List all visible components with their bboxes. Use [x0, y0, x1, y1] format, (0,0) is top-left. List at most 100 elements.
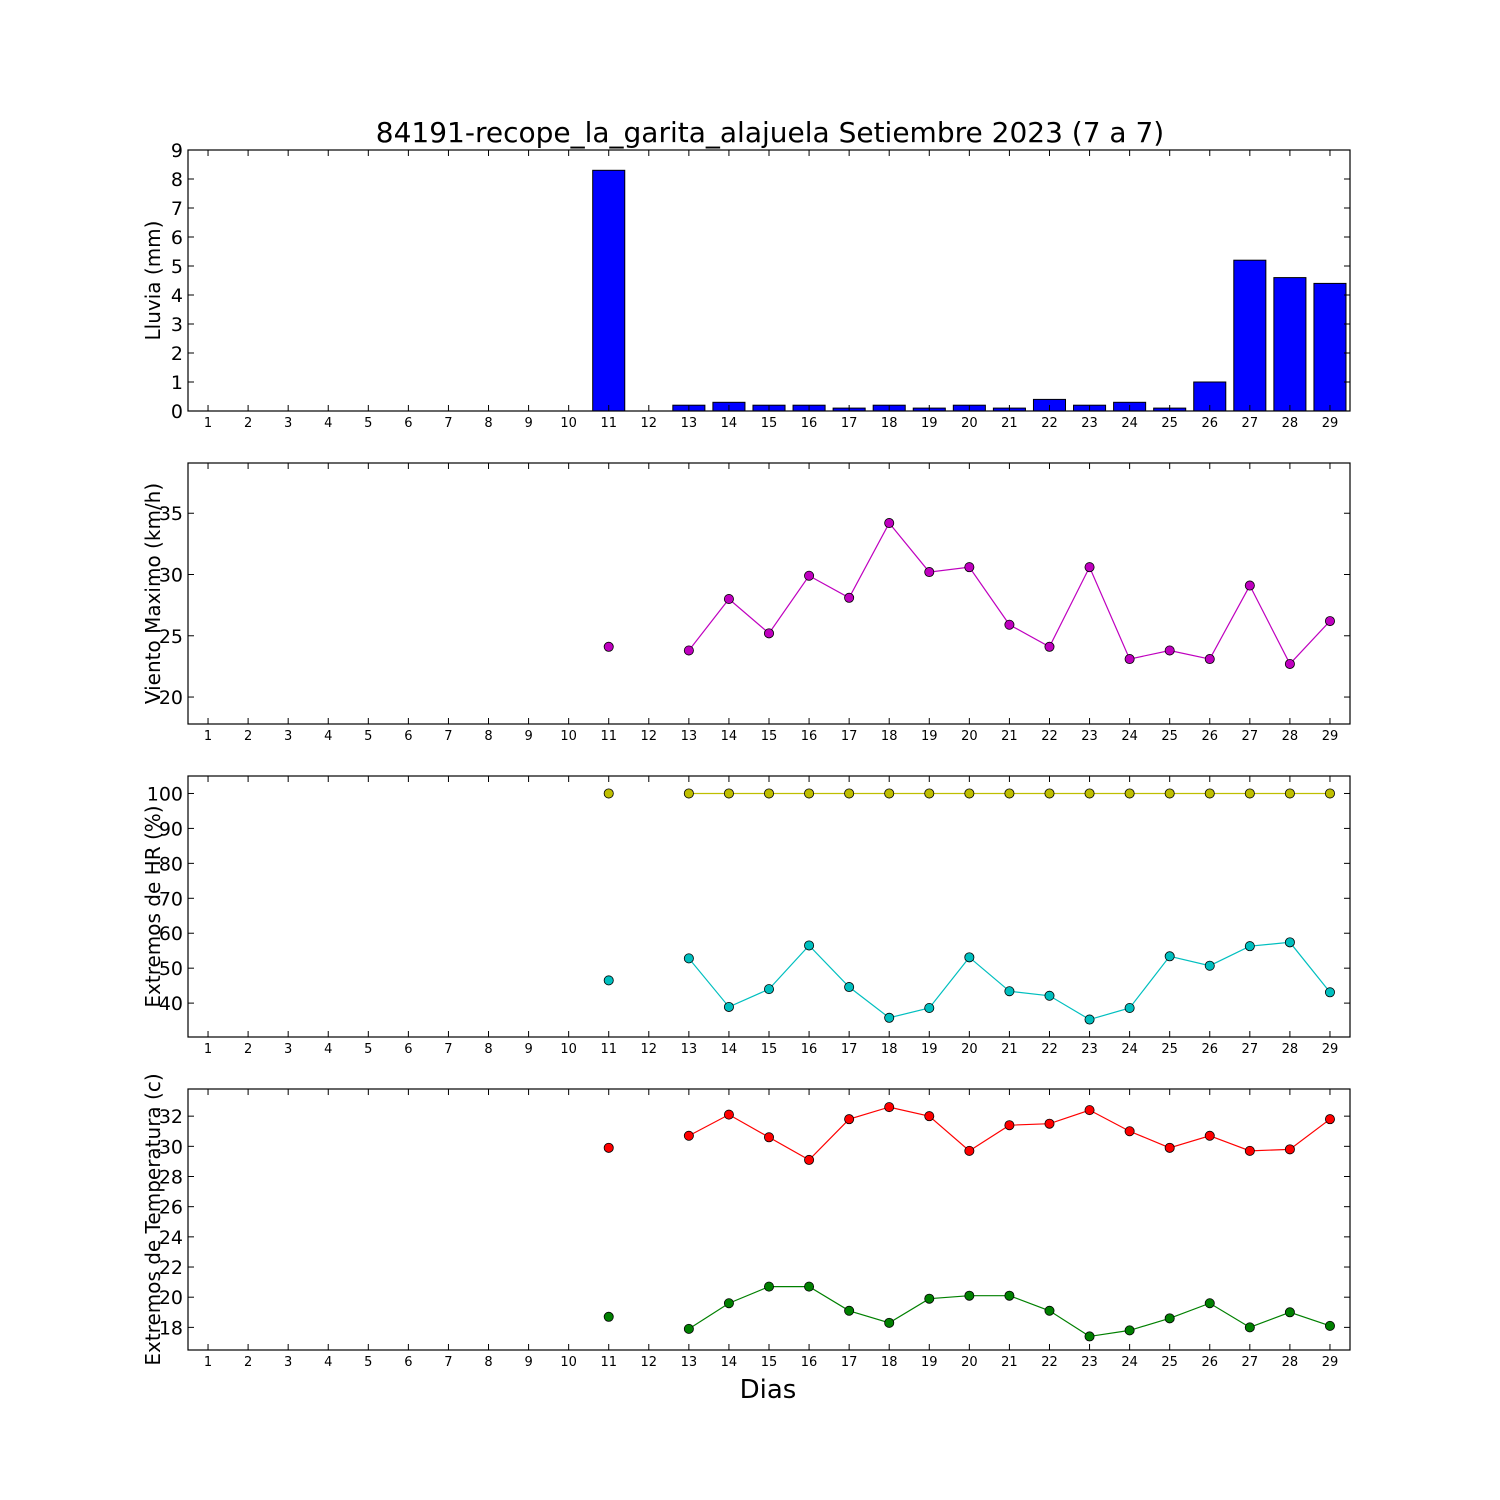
x-tick-label: 24: [1121, 1355, 1138, 1370]
x-tick-label: 5: [364, 729, 372, 744]
x-tick-label: 2: [244, 416, 252, 431]
x-tick-label: 21: [1001, 416, 1018, 431]
x-tick-label: 15: [761, 416, 778, 431]
temperature-panel-series-1-point-day-20: [964, 1290, 975, 1301]
humidity-panel-series-0-point-day-20: [964, 788, 975, 799]
y-tick-label: 20: [159, 687, 183, 709]
x-tick-label: 19: [921, 729, 938, 744]
humidity-panel-series-1-point-day-11: [603, 975, 614, 986]
humidity-panel-series-1-point-day-27: [1244, 941, 1255, 952]
x-tick-label: 23: [1081, 1355, 1098, 1370]
x-tick-label: 8: [484, 1355, 492, 1370]
temperature-panel-series-1-point-day-27: [1244, 1322, 1255, 1333]
temperature-panel-series-0-point-day-20: [964, 1145, 975, 1156]
temperature-panel-series-0-point-day-14: [723, 1109, 734, 1120]
x-tick-label: 11: [600, 729, 617, 744]
x-tick-label: 16: [801, 1042, 818, 1057]
x-tick-label: 2: [244, 1042, 252, 1057]
x-tick-label: 23: [1081, 416, 1098, 431]
wind-panel-series-0-point-day-15: [764, 628, 775, 639]
x-tick-label: 14: [721, 416, 738, 431]
humidity-panel-series-1-point-day-20: [964, 952, 975, 963]
humidity-panel-series-0-point-day-16: [804, 788, 815, 799]
humidity-panel-series-1-point-day-26: [1204, 960, 1215, 971]
wind-panel-series-0-point-day-13: [683, 645, 694, 656]
wind-panel-y-axis-label: Viento Maximo (km/h): [141, 483, 165, 704]
rain-bar-day-27: [1233, 259, 1267, 412]
temperature-panel-series-0-point-day-15: [764, 1132, 775, 1143]
humidity-panel-series-0-point-day-18: [884, 788, 895, 799]
wind-panel-series-0-point-day-25: [1164, 645, 1175, 656]
x-tick-label: 28: [1282, 729, 1299, 744]
temperature-panel-series-0-point-day-24: [1124, 1126, 1135, 1137]
x-tick-label: 5: [364, 1355, 372, 1370]
temperature-panel-series-0-point-day-17: [844, 1114, 855, 1125]
humidity-panel-series-0-point-day-23: [1084, 788, 1095, 799]
temperature-panel-series-0-point-day-16: [804, 1154, 815, 1165]
x-tick-label: 16: [801, 729, 818, 744]
x-tick-label: 1: [204, 1042, 212, 1057]
wind-panel-series-0-point-day-18: [884, 518, 895, 529]
x-tick-label: 13: [681, 1355, 698, 1370]
wind-panel-series-0-point-day-26: [1204, 654, 1215, 665]
x-tick-label: 7: [444, 1042, 452, 1057]
temperature-panel-series-0-point-day-11: [603, 1142, 614, 1153]
x-tick-label: 20: [961, 1042, 978, 1057]
temperature-panel-series-1-point-day-18: [884, 1317, 895, 1328]
humidity-panel-series-1-line-1: [688, 941, 1331, 1021]
x-tick-label: 29: [1322, 1355, 1339, 1370]
x-tick-label: 5: [364, 1042, 372, 1057]
temperature-panel-series-1-point-day-23: [1084, 1331, 1095, 1342]
x-tick-label: 17: [841, 1042, 858, 1057]
x-tick-label: 23: [1081, 1042, 1098, 1057]
x-tick-label: 24: [1121, 729, 1138, 744]
y-tick-label: 100: [147, 783, 183, 805]
x-tick-label: 2: [244, 1355, 252, 1370]
temperature-panel-series-1-point-day-13: [683, 1323, 694, 1334]
wind-panel-series-0-point-day-14: [723, 594, 734, 605]
x-tick-label: 14: [721, 729, 738, 744]
temperature-panel-series-0-point-day-19: [924, 1111, 935, 1122]
x-tick-label: 13: [681, 729, 698, 744]
x-tick-label: 4: [324, 1355, 332, 1370]
y-tick-label: 50: [159, 958, 183, 980]
humidity-panel-series-0-point-day-24: [1124, 788, 1135, 799]
x-tick-label: 21: [1001, 1042, 1018, 1057]
humidity-panel-series-1-point-day-29: [1324, 987, 1335, 998]
x-tick-label: 27: [1242, 416, 1259, 431]
wind-panel-series-0-line-1: [688, 521, 1331, 665]
temperature-panel-series-1-point-day-11: [603, 1311, 614, 1322]
temperature-panel-series-1-point-day-22: [1044, 1305, 1055, 1316]
x-tick-label: 26: [1201, 1355, 1218, 1370]
x-tick-label: 17: [841, 729, 858, 744]
wind-panel-frame: [187, 462, 1351, 725]
x-tick-label: 28: [1282, 1355, 1299, 1370]
temperature-panel-series-1-point-day-26: [1204, 1298, 1215, 1309]
temperature-panel-series-1-point-day-16: [804, 1281, 815, 1292]
x-tick-label: 14: [721, 1355, 738, 1370]
x-tick-label: 24: [1121, 416, 1138, 431]
rain-bar-day-29: [1313, 282, 1347, 412]
x-tick-label: 6: [404, 1042, 412, 1057]
temperature-panel-series-1-point-day-24: [1124, 1325, 1135, 1336]
temperature-panel-series-1-point-day-29: [1324, 1320, 1335, 1331]
wind-panel-series-0-point-day-27: [1244, 580, 1255, 591]
x-tick-label: 16: [801, 416, 818, 431]
humidity-panel-series-0-point-day-21: [1004, 788, 1015, 799]
x-tick-label: 27: [1242, 729, 1259, 744]
x-tick-label: 25: [1161, 1355, 1178, 1370]
humidity-panel-series-0-point-day-15: [764, 788, 775, 799]
x-tick-label: 3: [284, 729, 292, 744]
temperature-panel-series-1-point-day-15: [764, 1281, 775, 1292]
x-tick-label: 5: [364, 416, 372, 431]
rain-panel-frame: [187, 149, 1351, 412]
temperature-panel-series-0-point-day-18: [884, 1102, 895, 1113]
x-tick-label: 8: [484, 729, 492, 744]
x-tick-label: 7: [444, 1355, 452, 1370]
x-tick-label: 17: [841, 1355, 858, 1370]
x-tick-label: 15: [761, 729, 778, 744]
y-tick-label: 70: [159, 888, 183, 910]
